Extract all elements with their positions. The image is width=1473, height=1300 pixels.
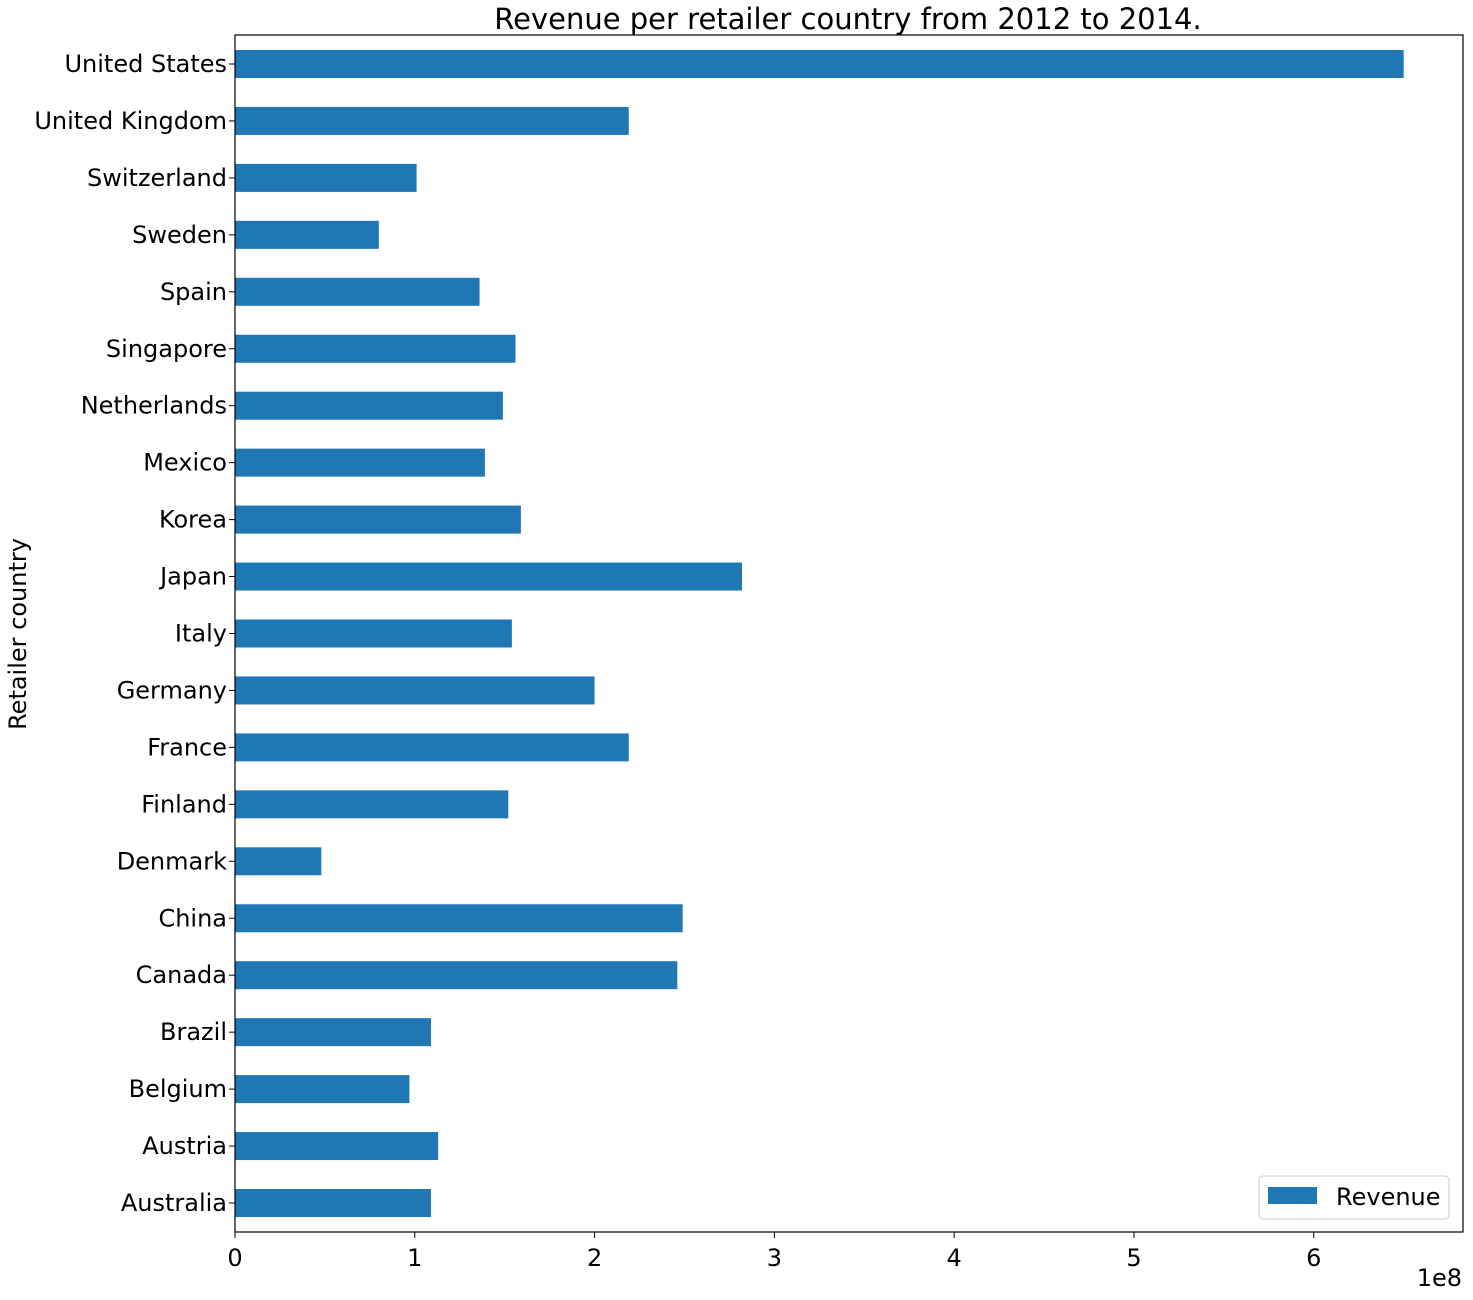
y-tick-label-australia: Australia	[121, 1189, 227, 1217]
bar-netherlands	[235, 391, 503, 420]
y-tick-label-austria: Austria	[142, 1132, 227, 1160]
bar-austria	[235, 1132, 439, 1161]
bars-group	[235, 50, 1404, 1217]
y-tick-label-canada: Canada	[136, 961, 227, 989]
x-tick-label-2: 2	[587, 1244, 602, 1272]
bar-brazil	[235, 1018, 431, 1047]
y-tick-label-singapore: Singapore	[106, 335, 227, 363]
x-tick-label-1: 1	[407, 1244, 422, 1272]
y-tick-label-united-states: United States	[64, 50, 227, 78]
bar-sweden	[235, 220, 379, 249]
legend-label-revenue: Revenue	[1336, 1183, 1441, 1211]
x-ticks-group: 0 1 2 3 4 5 6	[227, 1232, 1321, 1272]
bar-belgium	[235, 1075, 410, 1104]
y-tick-label-france: France	[147, 733, 227, 761]
y-tick-label-denmark: Denmark	[117, 847, 227, 875]
legend: Revenue	[1258, 1175, 1450, 1220]
plot-frame	[234, 34, 1464, 1233]
bar-australia	[235, 1189, 431, 1217]
x-tick-label-4: 4	[947, 1244, 962, 1272]
x-axis-offset-label: 1e8	[1417, 1264, 1462, 1292]
bar-denmark	[235, 847, 322, 876]
x-tick-label-6: 6	[1306, 1244, 1321, 1272]
bar-finland	[235, 790, 509, 819]
y-tick-label-belgium: Belgium	[129, 1075, 227, 1103]
y-tick-label-germany: Germany	[117, 676, 227, 704]
y-tick-label-switzerland: Switzerland	[87, 164, 227, 192]
legend-box	[1258, 1175, 1450, 1220]
y-tick-label-mexico: Mexico	[143, 449, 227, 477]
x-tick-label-3: 3	[767, 1244, 782, 1272]
y-tick-label-netherlands: Netherlands	[81, 392, 227, 420]
y-tick-label-korea: Korea	[159, 506, 227, 534]
bar-switzerland	[235, 163, 417, 192]
bar-spain	[235, 277, 480, 306]
bar-italy	[235, 619, 512, 648]
bar-united-kingdom	[235, 106, 629, 135]
y-tick-label-spain: Spain	[160, 278, 227, 306]
y-tick-label-japan: Japan	[158, 563, 227, 591]
y-tick-label-united-kingdom: United Kingdom	[34, 107, 227, 135]
y-tick-label-china: China	[158, 904, 227, 932]
bar-france	[235, 733, 629, 762]
bar-united-states	[235, 50, 1404, 78]
legend-swatch-revenue	[1268, 1187, 1317, 1204]
bar-germany	[235, 676, 595, 705]
y-tick-label-sweden: Sweden	[132, 221, 227, 249]
chart-title: Revenue per retailer country from 2012 t…	[494, 2, 1201, 36]
bar-singapore	[235, 334, 516, 363]
bar-canada	[235, 961, 678, 990]
y-axis-label: Retailer country	[4, 538, 32, 730]
bar-china	[235, 904, 683, 933]
bar-japan	[235, 562, 743, 591]
y-tick-label-finland: Finland	[141, 790, 227, 818]
bar-korea	[235, 505, 521, 534]
y-tick-label-italy: Italy	[175, 620, 227, 648]
x-tick-label-5: 5	[1126, 1244, 1141, 1272]
y-tick-label-brazil: Brazil	[160, 1018, 227, 1046]
bar-mexico	[235, 448, 485, 477]
y-ticks-group: Australia Austria Belgium Brazil Canada China…	[34, 50, 235, 1217]
x-tick-label-0: 0	[227, 1244, 242, 1272]
